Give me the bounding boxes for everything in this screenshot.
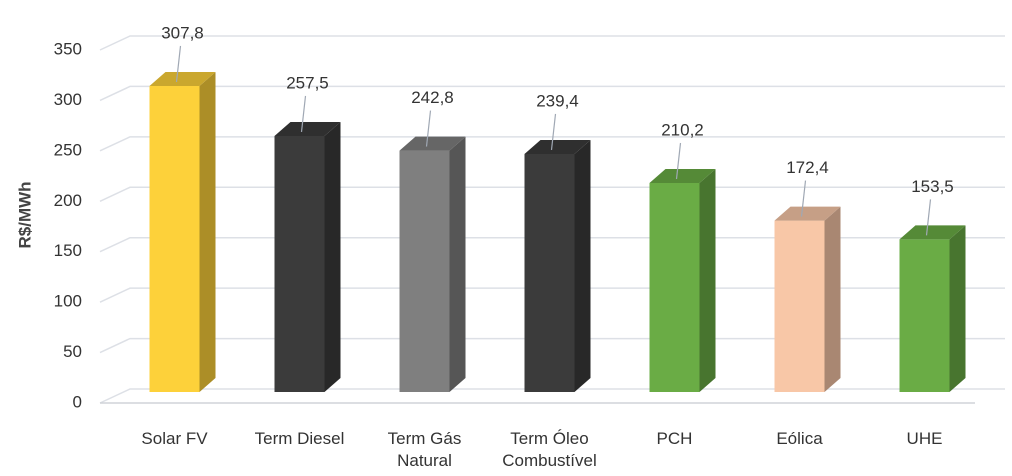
bar-top <box>774 206 841 221</box>
y-tick-label: 250 <box>54 140 82 159</box>
bar-side <box>574 139 591 392</box>
bar-top <box>899 225 966 240</box>
leader-line <box>925 199 932 236</box>
leader-line <box>550 113 557 151</box>
bar-top <box>149 71 216 86</box>
y-tick-label: 150 <box>54 241 82 260</box>
grid-line <box>99 85 1005 102</box>
grid-line <box>99 388 1005 404</box>
bar <box>649 183 700 392</box>
bar-side <box>699 169 716 392</box>
leader-line <box>300 95 307 133</box>
y-tick-label: 350 <box>54 39 82 58</box>
bar-top <box>274 121 341 136</box>
value-label: 307,8 <box>161 23 204 42</box>
value-label: 172,4 <box>786 158 829 177</box>
leader-line <box>425 110 432 147</box>
grid-line <box>99 136 1005 152</box>
value-label: 239,4 <box>536 91 579 110</box>
leader-line <box>800 180 807 217</box>
y-tick-label: 0 <box>73 392 82 411</box>
x-tick-label: Term Diesel <box>254 429 345 448</box>
bar-top <box>399 136 466 151</box>
x-tick-label: Term Óleo Combustível <box>502 429 597 470</box>
value-label: 242,8 <box>411 88 454 107</box>
leader-line <box>175 45 182 83</box>
x-tick-label: UHE <box>906 429 943 448</box>
bar-side <box>324 121 341 392</box>
y-tick-label: 200 <box>54 191 82 210</box>
bar <box>149 85 200 392</box>
bar <box>774 220 825 392</box>
x-tick-label: PCH <box>656 429 693 448</box>
y-tick-label: 100 <box>54 292 82 311</box>
bar-side <box>949 225 966 392</box>
value-label: 210,2 <box>661 120 704 139</box>
y-tick-label: 300 <box>54 90 82 109</box>
bar <box>899 239 950 392</box>
bar-top <box>649 169 716 184</box>
x-tick-label: Eólica <box>776 429 823 448</box>
leader-line <box>675 142 682 180</box>
x-tick-label: Solar FV <box>141 429 208 448</box>
y-tick-label: 50 <box>63 342 82 361</box>
bar-top <box>524 139 591 154</box>
value-label: 257,5 <box>286 73 329 92</box>
bar <box>524 153 575 392</box>
bar <box>274 135 325 392</box>
bar-side <box>199 71 216 392</box>
grid-line <box>99 35 1005 51</box>
value-label: 153,5 <box>911 177 954 196</box>
x-tick-label: Term Gás Natural <box>387 429 462 470</box>
bar <box>399 150 450 392</box>
bar-side <box>449 136 466 392</box>
bar-side <box>824 206 841 392</box>
y-axis-label: R$/MWh <box>15 181 34 248</box>
